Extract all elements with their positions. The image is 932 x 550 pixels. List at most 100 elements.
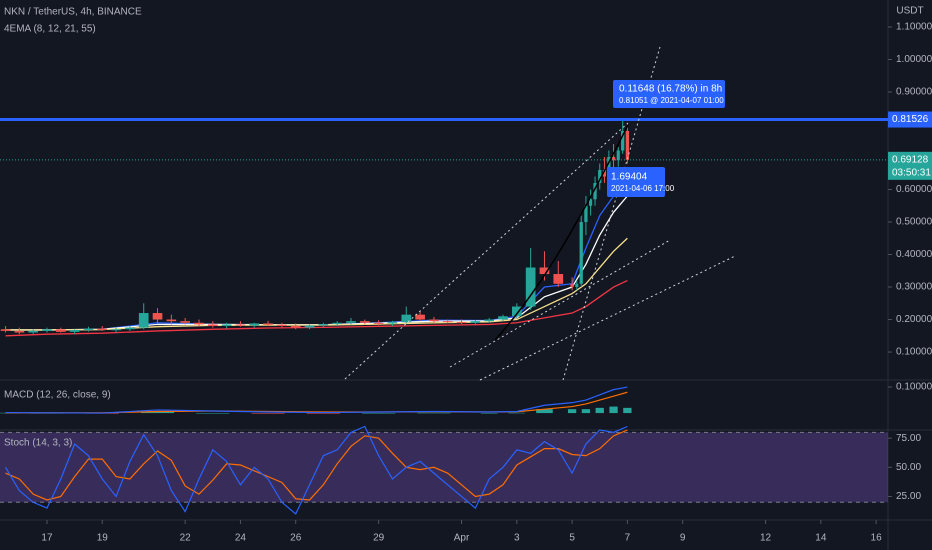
x-tick-label: 12 [760,533,772,544]
candle-body [625,131,630,160]
stoch-d-line [5,429,628,501]
price-label-box [888,111,932,128]
candle-body [415,314,425,320]
x-tick-label: 14 [815,533,827,544]
y-tick-label: 0.60000 [896,184,932,195]
histogram-bar [306,413,340,414]
unit-label: USDT [896,6,923,17]
note-box [607,167,665,197]
histogram-bar [196,413,230,414]
histogram-bar [362,413,396,414]
y-tick-label: 0.10000 [896,382,932,393]
x-tick-label: 9 [680,533,686,544]
candle-body [373,322,384,324]
histogram-bar [140,411,175,414]
candle-body [570,283,574,288]
x-tick-label: 19 [97,533,109,544]
candle-body [97,328,108,330]
x-tick-label: 17 [41,533,53,544]
note-text: 1.69404 [611,172,648,183]
candle-body [579,222,583,284]
plot-layer: 0.10000 0.20000 0.30000 0.40000 0.50000 0.600… [0,22,932,544]
last-price-box [888,151,932,180]
candle-body [584,205,588,223]
x-tick-label: 5 [569,533,575,544]
y-tick-label: 50.00 [896,462,921,473]
x-tick-label: 22 [180,533,192,544]
candle-body [111,329,121,331]
x-tick-label: 29 [373,533,385,544]
candle-body [0,329,11,331]
indicator-label: MACD (12, 26, close, 9) [4,390,111,401]
histogram-bar [480,413,498,414]
x-tick-label: Apr [454,533,470,544]
x-tick-label: 3 [514,533,520,544]
x-tick-label: 26 [290,533,302,544]
candle-body [346,321,356,323]
candle-body [290,326,301,328]
brush-line [494,124,629,341]
y-tick-label: 0.90000 [896,87,932,98]
y-tick-label: 0.30000 [896,282,932,293]
x-tick-label: 7 [625,533,631,544]
measure-subtext: 0.81051 @ 2021-04-07 01:00 [619,96,724,105]
candle-body [456,322,467,324]
candle-body [166,319,177,322]
candle-body [429,319,439,322]
countdown-label: 03:50:31 [892,167,931,178]
histogram-bar [417,412,451,414]
histogram-bar [595,407,604,414]
trend-line [344,122,629,380]
candle-body [484,319,495,322]
histogram-bar [508,412,526,414]
candle-body [125,327,135,330]
x-tick-label: 24 [235,533,247,544]
histogram-bar [609,406,618,414]
trend-line [479,255,736,381]
candle-body [602,170,606,177]
candle-body [263,323,273,325]
drawings [344,46,736,381]
histogram-bar [581,409,591,414]
chart-title: NKN / TetherUS, 4h, BINANCE [4,7,142,18]
note-subtext: 2021-04-06 17:00 [611,184,675,193]
histogram-bar [251,413,285,414]
x-tick-label: 16 [871,533,883,544]
y-tick-label: 25.00 [896,491,921,502]
candle-body [401,314,412,323]
y-tick-label: 0.20000 [896,314,932,325]
y-tick-label: 0.10000 [896,347,932,358]
y-tick-label: 1.00000 [896,54,932,65]
candle-body [207,324,218,327]
candle-body [42,329,52,331]
measure-box [613,80,725,108]
candle-body [83,328,94,330]
histogram-bar [623,407,632,414]
candle-body [511,306,522,317]
candle-body [318,324,329,326]
last-price-label: 0.69128 [892,154,929,165]
candle-body [470,321,481,323]
macd-line [5,386,628,414]
candle-body [180,321,191,323]
stoch-k-line [5,425,628,515]
candle-body [598,170,602,184]
candle-body [616,150,620,161]
candle-body [589,199,593,206]
candle-body [152,313,163,320]
y-tick-label: 0.50000 [896,217,932,228]
candle-body [359,321,370,323]
candle-body [249,323,260,326]
candle-body [607,157,611,177]
indicator-label: 4EMA (8, 12, 21, 55) [4,24,96,35]
histogram-bar [536,409,553,414]
measure-text: 0.11648 (16.78%) in 8h [619,84,722,95]
candle-body [593,183,597,200]
candle-body [221,324,232,327]
candle-body [611,157,616,161]
candle-body [235,324,246,326]
ema-line [5,279,628,337]
